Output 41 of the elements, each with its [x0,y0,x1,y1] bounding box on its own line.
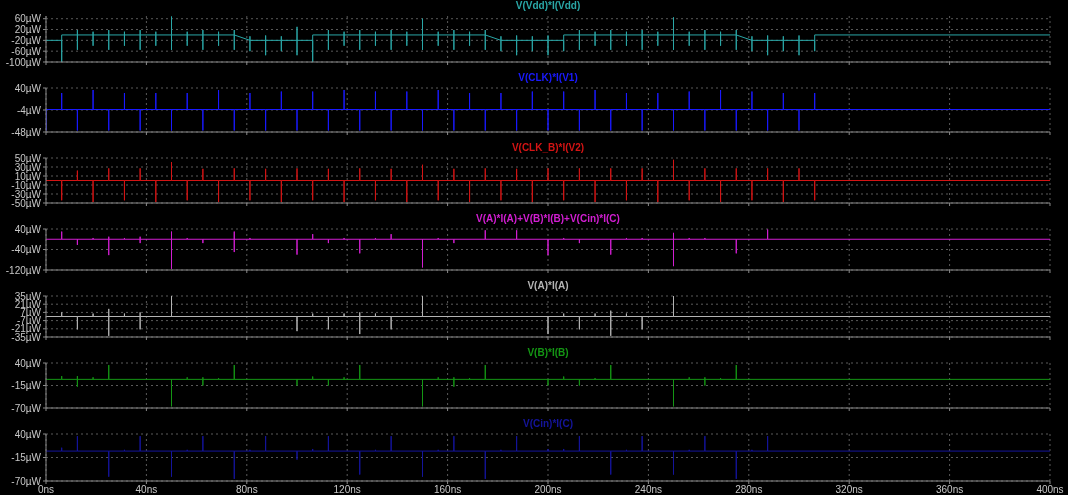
x-tick-label: 0ns [37,484,55,495]
y-tick-label: -4µW [16,104,42,116]
x-tick-label: 320ns [835,484,863,495]
x-tick-label: 40ns [135,484,158,495]
chart-title: V(Cin)*I(C) [522,418,574,429]
y-tick-label: 40µW [14,357,42,369]
x-tick-label: 400ns [1036,484,1064,495]
x-tick-label: 200ns [534,484,562,495]
y-tick-label: -48µW [11,126,42,138]
line-series [46,159,1050,203]
y-tick-label: -60µW [11,45,42,57]
chart-title: V(Vdd)*I(Vdd) [514,0,582,11]
chart-title: V(A)*I(A) [526,280,570,291]
y-tick-label: 40µW [14,428,42,440]
y-tick-label: -70µW [11,402,42,414]
y-tick-label: 40µW [14,82,42,94]
y-tick-label: -120µW [5,264,42,276]
y-tick-label: -15µW [11,380,42,392]
chart-title: V(B)*I(B) [526,347,570,358]
y-tick-label: 60µW [14,13,42,25]
y-tick-label: 20µW [14,24,42,36]
y-tick-label: -70µW [11,475,42,487]
y-tick-label: -40µW [11,244,42,256]
x-tick-label: 80ns [235,484,258,495]
chart-title: V(CLK)*I(V1) [517,72,579,83]
line-series [46,229,1050,270]
chart-title: V(A)*I(A)+V(B)*I(B)+V(Cin)*I(C) [475,213,621,224]
line-series [46,16,1050,62]
y-tick-label: -100µW [5,56,42,68]
x-tick-label: 280ns [735,484,763,495]
line-series [46,296,1050,337]
x-tick-label: 240ns [634,484,663,495]
y-tick-label: 35µW [14,290,42,302]
chart-title: V(CLK_B)*I(V2) [510,142,586,153]
x-tick-label: 120ns [333,484,361,495]
y-tick-label: 40µW [14,223,42,235]
x-tick-label: 360ns [935,484,964,495]
y-tick-label: -15µW [11,452,42,464]
y-tick-label: -20µW [11,34,42,46]
y-tick-label: 50µW [14,152,42,164]
x-tick-label: 160ns [433,484,462,495]
